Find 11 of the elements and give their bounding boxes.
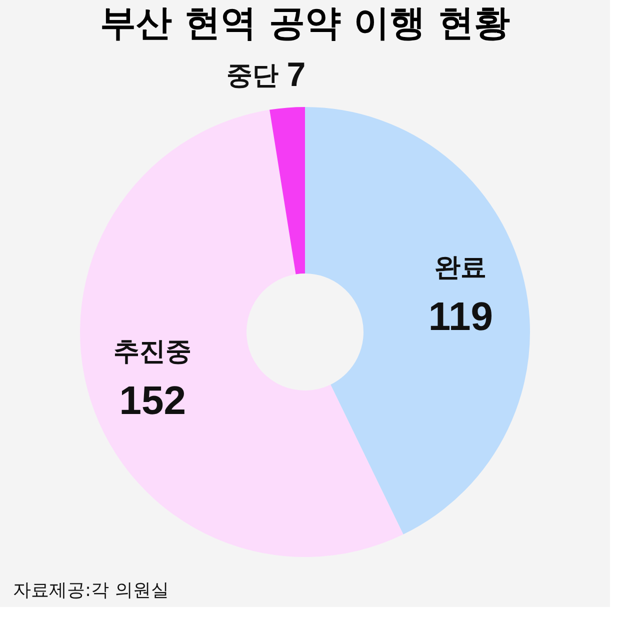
slice-label: 중단 [226,60,279,91]
slice-label: 추진중 [114,336,192,367]
text: 자료제공:각 의원실 [13,580,169,601]
data-label: 119 [428,295,493,340]
donut-slice [80,110,404,557]
data-label: 152 [119,378,186,423]
donut-slice [270,107,305,274]
donut-slice [305,107,530,534]
chart-title: 부산 현역 공약 이행 현황 [100,2,510,44]
slice-label: 완료 [434,253,487,284]
data-label: 7 [286,56,306,94]
